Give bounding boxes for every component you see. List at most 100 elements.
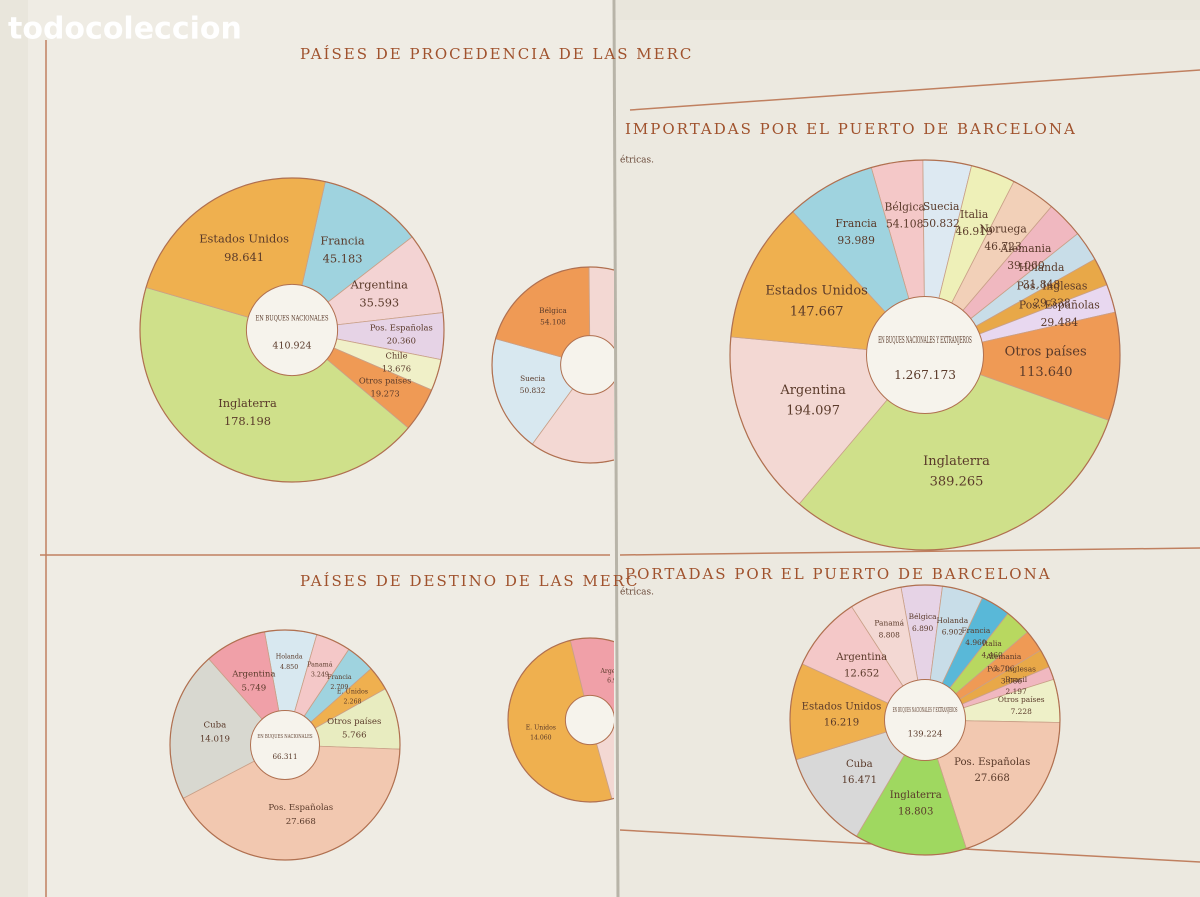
slice-value: 39.060 bbox=[1007, 259, 1045, 272]
slice-label: Italia bbox=[960, 208, 989, 221]
slice-value: 6.890 bbox=[912, 624, 933, 633]
slice-value: 54.108 bbox=[886, 218, 924, 231]
slice-value: 6.902 bbox=[942, 628, 963, 637]
slice-value: 16.219 bbox=[824, 718, 859, 729]
slice-value: 6.903 bbox=[607, 678, 625, 685]
slice-value: 50.832 bbox=[922, 217, 960, 230]
pie-center bbox=[564, 694, 614, 746]
center-label: EN BUQUES NACIONALES bbox=[257, 734, 312, 740]
slice-label: Argentina bbox=[600, 668, 632, 675]
slice-label: Otros países bbox=[1005, 344, 1087, 359]
slice-value: 2.268 bbox=[343, 699, 361, 706]
slice-label: Brasil bbox=[1005, 675, 1028, 684]
slice-label: Pos. Inglesas bbox=[987, 665, 1036, 674]
center-total: 66.311 bbox=[272, 752, 297, 761]
slice-label: Estados Unidos bbox=[802, 701, 882, 712]
slice-value: 113.640 bbox=[1019, 365, 1073, 380]
slice-label: Inglaterra bbox=[890, 790, 942, 801]
slice-value: 3.706 bbox=[993, 664, 1014, 673]
slice-label: Bélgica bbox=[885, 200, 926, 213]
slice-value: 12.652 bbox=[844, 668, 879, 679]
slice-label: Otros países bbox=[327, 716, 381, 727]
slice-label: Panamá bbox=[874, 619, 904, 628]
pie-rim bbox=[169, 629, 401, 861]
slice-value: 46.919 bbox=[955, 225, 993, 238]
slice-label: Alemania bbox=[1000, 242, 1052, 255]
slice-value: 7.228 bbox=[1011, 707, 1032, 716]
title: PORTADAS POR EL PUERTO DE BARCELONA bbox=[625, 565, 1052, 583]
center-label: EN BUQUES NACIONALES Y EXTRANJEROS bbox=[893, 706, 958, 714]
title: PAÍSES DE PROCEDENCIA DE LAS MERC bbox=[300, 45, 693, 63]
slice-label: Francia bbox=[835, 217, 877, 230]
subtitle: étricas. bbox=[620, 155, 654, 166]
slice-label: Argentina bbox=[231, 669, 275, 679]
slice-label: Francia bbox=[320, 233, 364, 247]
pie-center bbox=[866, 296, 984, 414]
slice-label: Otros países bbox=[359, 375, 412, 385]
subtitle: étricas. bbox=[620, 587, 654, 598]
pie-center bbox=[884, 679, 966, 761]
slice-label: Chile bbox=[385, 350, 407, 360]
pie-rim bbox=[139, 177, 445, 483]
slice-value: 29.484 bbox=[1041, 316, 1079, 329]
slice-value: 5.766 bbox=[342, 731, 367, 741]
slice-label: Cuba bbox=[846, 759, 873, 770]
slice-value: 13.676 bbox=[382, 364, 411, 374]
slice-label: Holanda bbox=[936, 616, 968, 625]
slice-label: E. Unidos bbox=[526, 724, 556, 731]
slice-label: Cuba bbox=[203, 721, 226, 731]
slice-value: 4.960 bbox=[965, 638, 986, 647]
slice-label: Pos. Españolas bbox=[268, 803, 333, 813]
slice-label: Noruega bbox=[979, 223, 1027, 236]
slice-value: 35.593 bbox=[359, 296, 399, 310]
slice-value: 194.097 bbox=[786, 404, 840, 419]
slice-value: 2.709 bbox=[330, 684, 348, 691]
pie-center bbox=[250, 710, 320, 780]
slice-label: Suecia bbox=[923, 200, 960, 213]
slice-label: Bélgica bbox=[539, 306, 567, 315]
slice-value: 3.066 bbox=[1001, 677, 1022, 686]
slice-value: 50.832 bbox=[520, 386, 546, 395]
slice-value: 14.019 bbox=[200, 734, 230, 744]
slice-value: 14.060 bbox=[530, 734, 552, 741]
slice-label: Panamá bbox=[307, 661, 333, 668]
slice-label: Pos. Españolas bbox=[1019, 299, 1100, 312]
slice-value: 45.183 bbox=[323, 252, 363, 266]
slice-label: Pos. Inglesas bbox=[1017, 280, 1088, 293]
slice-value: 5.749 bbox=[242, 683, 267, 693]
slice-label: Alemania bbox=[985, 652, 1022, 661]
slice-label: Holanda bbox=[276, 654, 303, 661]
slice-label: Holanda bbox=[1019, 261, 1065, 274]
pie-chart: E. Unidos14.060Argentina6.903Bélgica6.90… bbox=[507, 637, 632, 803]
slice-label: Argentina bbox=[779, 383, 846, 398]
slice-value: 54.108 bbox=[540, 318, 566, 327]
pie-center bbox=[560, 335, 614, 395]
pie-rim bbox=[507, 637, 614, 803]
slice-value: 4.850 bbox=[280, 664, 298, 671]
slice-value: 389.265 bbox=[930, 475, 984, 490]
slice-value: 2.197 bbox=[1006, 687, 1027, 696]
slice-label: E. Unidos bbox=[337, 688, 368, 695]
slice-label: Italia bbox=[982, 639, 1002, 648]
slice-value: 93.989 bbox=[837, 234, 875, 247]
center-total: 139.224 bbox=[908, 729, 943, 739]
watermark: todocoleccion bbox=[8, 12, 242, 47]
center-total: 1.267.173 bbox=[894, 368, 956, 382]
slice-value: 3.249 bbox=[311, 671, 329, 678]
slice-label: Suecia bbox=[520, 374, 546, 383]
slice-value: 18.803 bbox=[898, 806, 933, 817]
pie-chart: Suecia50.832Bélgica54.108Argentina158.50… bbox=[491, 266, 614, 464]
slice-label: Otros países bbox=[998, 695, 1045, 704]
slice-label: Pos. Españolas bbox=[370, 322, 433, 332]
slice-value: 178.198 bbox=[224, 414, 271, 428]
pie-rim bbox=[729, 159, 1121, 551]
slice-value: 98.641 bbox=[224, 250, 264, 264]
center-total: 410.924 bbox=[272, 340, 311, 351]
slice-label: Argentina bbox=[835, 652, 887, 663]
slice-value: 31.848 bbox=[1023, 278, 1061, 291]
slice-value: 4.460 bbox=[982, 651, 1003, 660]
